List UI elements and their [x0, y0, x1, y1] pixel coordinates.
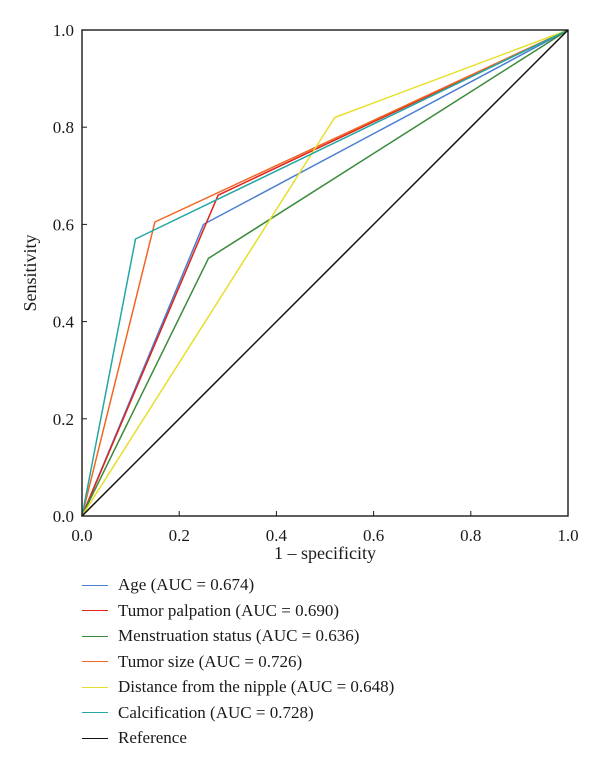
- legend-label: Distance from the nipple (AUC = 0.648): [118, 677, 395, 696]
- legend-label: Age (AUC = 0.674): [118, 575, 255, 594]
- legend-swatch: [82, 737, 108, 739]
- series-line-4: [81, 29, 569, 517]
- series-line-1: [81, 29, 569, 517]
- series-line-3: [81, 29, 569, 517]
- y-tick-label: 0.2: [53, 410, 74, 429]
- y-tick-label: 0.4: [53, 313, 75, 332]
- x-tick-label: 0.2: [169, 526, 190, 545]
- legend-label: Tumor size (AUC = 0.726): [118, 651, 303, 671]
- x-tick-label: 0.6: [363, 526, 384, 545]
- axis-ticks: 0.0 0.2 0.4 0.6 0.8 1.0 0.0 0.2 0.4 0.6 0.8 1.0: [53, 21, 579, 545]
- legend-label: Reference: [118, 728, 187, 747]
- x-tick-label: 1.0: [557, 526, 578, 545]
- legend-swatch: [82, 635, 108, 637]
- y-tick-label: 1.0: [53, 21, 74, 40]
- legend-item: Calcification (AUC = 0.728): [82, 703, 314, 723]
- y-axis-label: Sensitivity: [20, 234, 40, 311]
- y-tick-label: 0.0: [53, 507, 74, 526]
- x-tick-label: 0.4: [266, 526, 288, 545]
- legend-label: Calcification (AUC = 0.728): [118, 702, 314, 722]
- legend-item: Tumor size (AUC = 0.726): [82, 652, 302, 672]
- legend-swatch: [82, 686, 108, 688]
- legend-item: Menstruation status (AUC = 0.636): [82, 626, 359, 646]
- plot-frame: [81, 29, 569, 517]
- legend-item: Reference: [82, 728, 187, 748]
- x-tick-label: 0.8: [460, 526, 481, 545]
- series-line-6: [81, 29, 569, 517]
- legend-item: Distance from the nipple (AUC = 0.648): [82, 677, 394, 697]
- y-tick-label: 0.6: [53, 215, 74, 234]
- series-lines: [81, 29, 569, 517]
- legend-swatch: [82, 584, 108, 586]
- y-tick-label: 0.8: [53, 118, 74, 137]
- legend-item: Tumor palpation (AUC = 0.690): [82, 601, 339, 621]
- legend-label: Tumor palpation (AUC = 0.690): [118, 600, 339, 620]
- series-line-5: [81, 29, 569, 517]
- legend-swatch: [82, 610, 108, 611]
- legend-label: Menstruation status (AUC = 0.636): [118, 626, 360, 645]
- series-line-2: [81, 29, 569, 517]
- legend-swatch: [82, 661, 108, 662]
- legend-item: Age (AUC = 0.674): [82, 575, 254, 595]
- roc-chart: 0.0 0.2 0.4 0.6 0.8 1.0 0.0 0.2 0.4 0.6 0.8 1.0 1 –…: [20, 21, 579, 563]
- legend-swatch: [82, 712, 108, 713]
- x-axis-label: 1 – specificity: [274, 543, 376, 563]
- x-tick-label: 0.0: [71, 526, 92, 545]
